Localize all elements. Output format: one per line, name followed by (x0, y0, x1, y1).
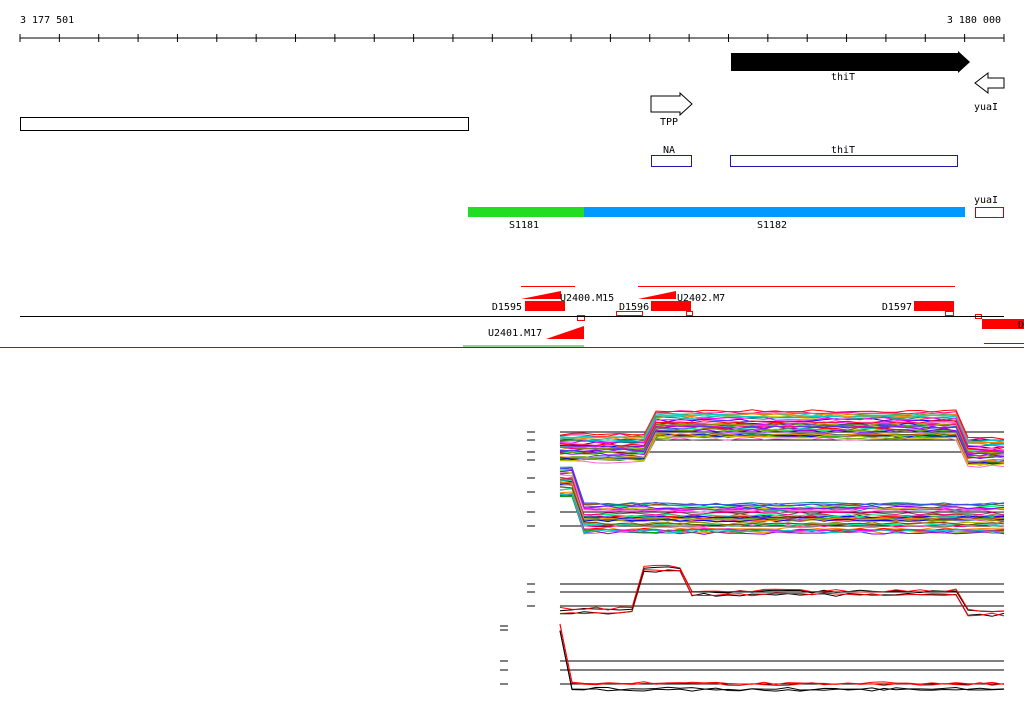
profile-line (559, 416, 1005, 448)
downstream-block-D1596[interactable] (651, 301, 691, 311)
profile-line (559, 467, 1005, 507)
profile-line (559, 493, 1005, 534)
profile-line (559, 479, 1005, 519)
profile-line (559, 420, 1005, 451)
profile-line (559, 474, 1004, 514)
upstream-wedge-U2402[interactable] (638, 291, 676, 299)
ruler-ticks (19, 34, 1005, 42)
profile-line (559, 435, 1005, 466)
gene-label-TPP: TPP (660, 117, 678, 128)
profile-line (559, 424, 1005, 455)
coordinate-ruler: 3 177 501 3 180 000 (19, 15, 1005, 42)
gene-arrow-thiT[interactable] (731, 51, 970, 73)
downstream-label-D1596: D1596 (619, 302, 649, 313)
ruler-end-label: 3 180 000 (947, 15, 1001, 26)
profile-line (559, 432, 1005, 464)
profile-line (559, 476, 1005, 516)
profile-line (559, 469, 1005, 508)
feature-track: U2400.M15 U2402.M7 D1595 D1596 D1597 U24… (0, 286, 1024, 348)
annotation-box-yuaI[interactable] (975, 207, 1004, 218)
downstream-label-D1597: D1597 (882, 302, 912, 313)
upstream-wedge-U2401[interactable] (546, 326, 584, 339)
upstream-label-U2400: U2400.M15 (560, 293, 614, 304)
feature-marker (616, 311, 643, 316)
profile-line (559, 422, 1005, 454)
region-box[interactable] (20, 117, 469, 131)
profile-line (559, 413, 1004, 443)
profile-line (559, 410, 1005, 441)
profile-line (559, 466, 1005, 506)
profile-line (559, 630, 1005, 691)
gene-arrow-TPP[interactable] (650, 91, 693, 117)
annotation-box-thiT[interactable] (730, 155, 958, 167)
profile-line (559, 564, 1005, 613)
gene-arrow-yuaI[interactable] (974, 71, 1005, 95)
segment-label-S1182: S1182 (757, 220, 787, 231)
profile-line (559, 415, 1005, 446)
expression-profiles (500, 409, 1005, 692)
downstream-block-D1597[interactable] (914, 301, 954, 311)
profile-line (559, 423, 1005, 454)
profile-line (559, 428, 1005, 459)
profile-line (559, 470, 1005, 510)
annotation-track: NA thiT yuaI (651, 145, 1004, 218)
profile-line (559, 623, 1005, 686)
gene-track: thiT yuaI TPP (20, 51, 1005, 131)
profile-line (559, 488, 1005, 527)
profile-line (559, 412, 1005, 442)
gene-label-thiT: thiT (831, 72, 855, 83)
downstream-block-D[interactable] (982, 319, 1024, 329)
profile-line (559, 469, 1005, 510)
profile-line (559, 433, 1005, 465)
profile-line (559, 428, 1005, 460)
annotation-box-NA[interactable] (651, 155, 692, 167)
ruler-start-label: 3 177 501 (20, 15, 74, 26)
profile-line (559, 486, 1005, 526)
annotation-label-NA: NA (663, 145, 675, 156)
downstream-label-D1595: D1595 (492, 302, 522, 313)
profile-line (559, 569, 1005, 617)
gene-label-yuaI: yuaI (974, 102, 998, 113)
segment-label-S1181: S1181 (509, 220, 539, 231)
segment-track: S1181 S1182 (468, 207, 965, 231)
feature-marker (686, 311, 693, 316)
feature-marker (945, 311, 954, 316)
downstream-label-D: D (1018, 320, 1024, 331)
annotation-label-thiT: thiT (831, 145, 855, 156)
annotation-label-yuaI: yuaI (974, 195, 998, 206)
profile-line (559, 481, 1005, 521)
profile-line (559, 479, 1005, 518)
feature-marker (577, 315, 585, 321)
profile-line (559, 491, 1005, 531)
upstream-label-U2401: U2401.M17 (488, 328, 542, 339)
segment-S1181[interactable] (468, 207, 584, 217)
profile-line (559, 468, 1005, 507)
downstream-block-D1595[interactable] (525, 301, 565, 311)
upstream-label-U2402: U2402.M7 (677, 293, 725, 304)
profile-line (559, 624, 1005, 686)
segment-S1182[interactable] (584, 207, 965, 217)
upstream-wedge-U2400[interactable] (521, 291, 561, 299)
profile-line (559, 630, 1005, 692)
